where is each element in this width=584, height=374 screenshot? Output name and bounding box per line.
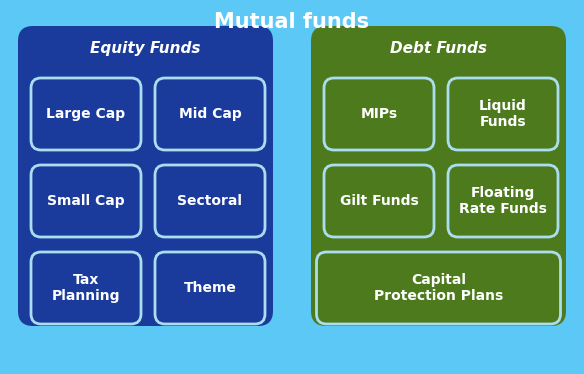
Text: Debt Funds: Debt Funds bbox=[390, 40, 487, 55]
Text: Small Cap: Small Cap bbox=[47, 194, 125, 208]
FancyBboxPatch shape bbox=[18, 26, 273, 326]
Text: Capital
Protection Plans: Capital Protection Plans bbox=[374, 273, 503, 303]
FancyBboxPatch shape bbox=[448, 165, 558, 237]
FancyBboxPatch shape bbox=[317, 252, 561, 324]
Text: Sectoral: Sectoral bbox=[178, 194, 242, 208]
Text: MIPs: MIPs bbox=[360, 107, 398, 121]
FancyBboxPatch shape bbox=[324, 78, 434, 150]
Text: Gilt Funds: Gilt Funds bbox=[340, 194, 418, 208]
Text: Theme: Theme bbox=[183, 281, 237, 295]
FancyBboxPatch shape bbox=[155, 252, 265, 324]
Text: Mid Cap: Mid Cap bbox=[179, 107, 241, 121]
FancyBboxPatch shape bbox=[31, 252, 141, 324]
FancyBboxPatch shape bbox=[31, 78, 141, 150]
Text: Large Cap: Large Cap bbox=[47, 107, 126, 121]
FancyBboxPatch shape bbox=[31, 165, 141, 237]
Text: Mutual funds: Mutual funds bbox=[214, 12, 370, 32]
FancyBboxPatch shape bbox=[155, 78, 265, 150]
Text: Equity Funds: Equity Funds bbox=[91, 40, 201, 55]
Text: Tax
Planning: Tax Planning bbox=[52, 273, 120, 303]
Text: Liquid
Funds: Liquid Funds bbox=[479, 99, 527, 129]
Text: Floating
Rate Funds: Floating Rate Funds bbox=[459, 186, 547, 216]
FancyBboxPatch shape bbox=[311, 26, 566, 326]
FancyBboxPatch shape bbox=[448, 78, 558, 150]
FancyBboxPatch shape bbox=[324, 165, 434, 237]
FancyBboxPatch shape bbox=[155, 165, 265, 237]
